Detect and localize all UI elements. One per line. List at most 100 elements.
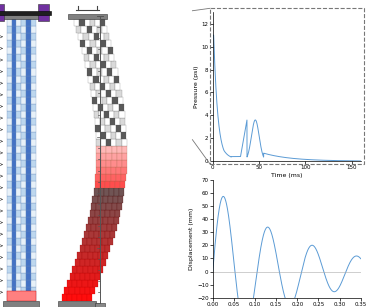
Polygon shape bbox=[101, 153, 107, 160]
Polygon shape bbox=[105, 231, 110, 238]
Bar bbox=[11, 266, 16, 273]
Bar bbox=[21, 47, 26, 54]
Bar bbox=[16, 224, 21, 231]
Polygon shape bbox=[107, 146, 111, 153]
Polygon shape bbox=[101, 259, 105, 266]
Bar bbox=[16, 26, 21, 33]
Polygon shape bbox=[80, 287, 85, 294]
Bar bbox=[7, 33, 11, 40]
Bar bbox=[31, 111, 36, 118]
Polygon shape bbox=[118, 97, 123, 104]
Polygon shape bbox=[87, 68, 92, 76]
Polygon shape bbox=[80, 245, 85, 252]
Bar bbox=[7, 19, 11, 26]
Bar bbox=[26, 68, 31, 76]
Bar bbox=[11, 111, 16, 118]
Bar bbox=[11, 280, 16, 287]
Polygon shape bbox=[101, 40, 106, 47]
Bar bbox=[21, 252, 26, 259]
Bar bbox=[16, 153, 21, 160]
Bar bbox=[7, 280, 11, 287]
Polygon shape bbox=[90, 61, 95, 68]
Bar bbox=[16, 132, 21, 139]
Bar bbox=[21, 54, 26, 61]
Polygon shape bbox=[117, 139, 122, 146]
Polygon shape bbox=[98, 196, 103, 203]
Polygon shape bbox=[97, 68, 102, 76]
Bar bbox=[11, 287, 16, 294]
Bar bbox=[31, 139, 36, 146]
Bar bbox=[21, 174, 26, 181]
Polygon shape bbox=[90, 19, 95, 26]
Bar bbox=[26, 146, 31, 153]
Bar bbox=[7, 188, 11, 196]
Polygon shape bbox=[114, 217, 119, 224]
Polygon shape bbox=[96, 224, 101, 231]
Bar bbox=[16, 231, 21, 238]
Polygon shape bbox=[100, 19, 105, 26]
Polygon shape bbox=[87, 47, 92, 54]
Bar bbox=[26, 217, 31, 224]
Polygon shape bbox=[96, 203, 101, 210]
Bar bbox=[31, 167, 36, 174]
Polygon shape bbox=[77, 280, 83, 287]
Bar bbox=[7, 224, 11, 231]
Polygon shape bbox=[86, 224, 91, 231]
X-axis label: Time (ms): Time (ms) bbox=[271, 173, 303, 178]
Polygon shape bbox=[111, 160, 117, 167]
Polygon shape bbox=[93, 217, 98, 224]
Polygon shape bbox=[103, 217, 108, 224]
Polygon shape bbox=[96, 139, 101, 146]
Polygon shape bbox=[105, 174, 111, 181]
Polygon shape bbox=[83, 33, 88, 40]
Polygon shape bbox=[118, 104, 124, 111]
Polygon shape bbox=[67, 294, 72, 301]
Bar bbox=[26, 97, 31, 104]
Bar bbox=[11, 83, 16, 90]
Polygon shape bbox=[99, 188, 104, 196]
Bar bbox=[31, 40, 36, 47]
Bar bbox=[31, 203, 36, 210]
Bar bbox=[31, 83, 36, 90]
Bar bbox=[31, 146, 36, 153]
Bar bbox=[21, 287, 26, 294]
Polygon shape bbox=[111, 167, 116, 174]
Polygon shape bbox=[105, 181, 110, 188]
Bar bbox=[16, 245, 21, 252]
Bar bbox=[38, 4, 49, 21]
Polygon shape bbox=[102, 68, 107, 76]
Bar bbox=[16, 287, 21, 294]
Bar bbox=[31, 61, 36, 68]
Polygon shape bbox=[93, 76, 98, 83]
Bar bbox=[11, 245, 16, 252]
Bar bbox=[16, 139, 21, 146]
Bar bbox=[16, 83, 21, 90]
Polygon shape bbox=[110, 181, 115, 188]
Bar bbox=[7, 40, 11, 47]
Bar bbox=[31, 252, 36, 259]
Bar bbox=[16, 280, 21, 287]
Bar bbox=[21, 61, 26, 68]
Polygon shape bbox=[90, 273, 95, 280]
Bar bbox=[16, 181, 21, 188]
Polygon shape bbox=[114, 76, 119, 83]
Bar bbox=[16, 125, 21, 132]
Bar bbox=[26, 61, 31, 68]
Bar bbox=[16, 61, 21, 68]
Bar bbox=[31, 68, 36, 76]
Bar bbox=[16, 273, 21, 280]
Bar bbox=[21, 273, 26, 280]
Bar bbox=[26, 238, 31, 245]
Bar bbox=[26, 153, 31, 160]
Bar bbox=[7, 76, 11, 83]
Polygon shape bbox=[100, 210, 105, 217]
Bar bbox=[7, 139, 11, 146]
Polygon shape bbox=[77, 294, 82, 301]
Bar bbox=[16, 238, 21, 245]
Polygon shape bbox=[113, 196, 118, 203]
Bar bbox=[7, 181, 11, 188]
Polygon shape bbox=[102, 97, 107, 104]
Bar bbox=[11, 90, 16, 97]
Bar bbox=[21, 196, 26, 203]
Bar bbox=[11, 68, 16, 76]
